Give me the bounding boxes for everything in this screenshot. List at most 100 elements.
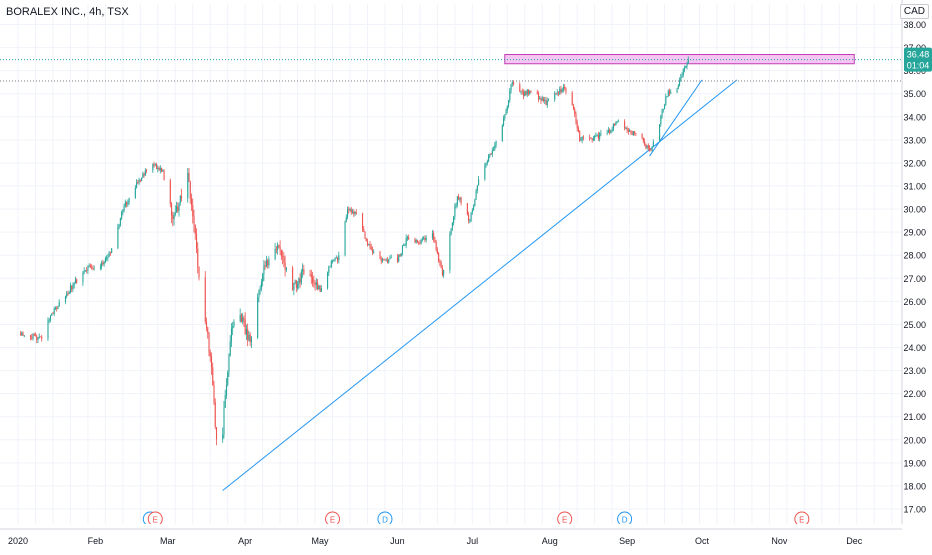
candle-body [521,91,523,93]
candle-body [677,85,679,89]
candle-body [597,135,599,139]
candle-body [669,90,671,94]
candle-body [478,179,480,186]
candle-body [503,118,505,126]
candle-body [501,125,503,141]
candle-body [31,337,33,339]
candle-body [369,244,371,248]
candle-body [108,252,110,257]
x-tick-label: Nov [771,536,788,546]
candle-body [302,269,304,272]
candle-body [178,202,180,211]
candle-body [471,210,473,213]
candle-body [282,256,284,258]
candle-body [513,82,515,85]
candle-body [102,262,104,265]
candle-body [644,141,646,144]
candle-body [561,89,563,93]
last-price-badge[interactable] [904,47,932,72]
trendline-short[interactable] [649,79,703,157]
candle-body [594,135,596,139]
candle-body [264,265,266,267]
candle-body [390,257,392,259]
candle-body [403,245,405,246]
candle-body [223,407,225,435]
drawings-layer[interactable] [0,54,902,491]
candle-body [69,285,72,293]
candle-body [337,257,339,261]
candle-body [123,205,125,211]
candle-body [627,129,629,132]
candle-body [635,133,637,135]
candle-body [86,270,88,272]
candle-body [319,285,321,292]
candle-body [92,268,94,269]
candle-body [143,173,145,176]
candle-body [607,130,609,133]
candle-body [142,173,144,178]
event-marker-label: E [799,516,804,525]
candle-body [171,203,173,216]
currency-label[interactable]: CAD [899,4,929,19]
y-tick-label: 23.00 [903,366,926,376]
candle-body [136,182,138,188]
candle-body [210,356,213,368]
candle-body [361,213,364,230]
candle-body [685,66,687,68]
candle-body [441,267,443,276]
candle-body [19,333,22,335]
candle-body [540,98,542,101]
candle-body [560,89,562,93]
candle-body [204,277,206,322]
y-tick-label: 32.00 [903,158,926,168]
candle-body [23,335,25,337]
candle-body [647,145,649,149]
candle-body [364,231,366,239]
trendline-long[interactable] [222,79,738,491]
candle-body [141,177,143,181]
candle-body [401,245,404,254]
candle-body [510,84,512,91]
candle-body [233,321,235,327]
candle-body [38,336,40,339]
candle-body [169,180,171,204]
candle-body [330,261,332,267]
time-axis[interactable] [0,524,932,550]
y-tick-label: 27.00 [903,274,926,284]
candle-body [295,280,297,288]
candle-body [283,256,285,263]
candle-body [244,319,246,335]
candle-body [172,215,174,220]
candle-body [84,270,87,272]
candle-body [54,307,57,309]
candle-body [347,209,349,218]
candle-body [526,90,528,95]
candle-body [83,270,85,273]
candle-body [128,198,130,202]
candle-body [67,293,69,295]
candle-body [629,130,631,132]
candle-body [29,335,32,338]
candle-body [466,203,468,215]
candle-body [228,356,230,373]
candle-body [575,113,577,122]
candle-body [345,217,347,222]
candle-body [111,248,113,254]
candle-body [423,237,425,240]
candle-body [274,249,276,260]
candle-body [240,314,243,322]
candle-body [527,90,530,94]
candle-body [493,149,495,151]
price-axis[interactable] [902,0,932,550]
candle-body [243,317,245,320]
x-tick-label: Aug [542,536,558,546]
y-tick-label: 33.00 [903,135,926,145]
candle-body [433,233,435,240]
candle-body [107,256,109,259]
candle-body [614,123,616,125]
candle-body [414,239,416,243]
